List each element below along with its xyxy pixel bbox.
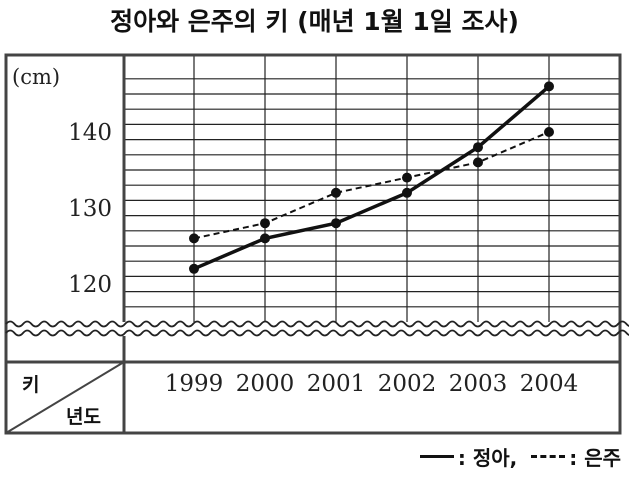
data-point-정아 [260, 233, 270, 244]
data-point-정아 [189, 263, 199, 274]
data-point-은주 [331, 187, 341, 198]
axis-break-wave-bottom [5, 329, 629, 337]
legend-solid-label: : 정아, [457, 446, 518, 470]
grid-lines [124, 55, 620, 328]
legend-dashed-label: : 은주 [569, 446, 621, 470]
header-col-label: 년도 [66, 406, 101, 428]
data-point-정아 [544, 81, 554, 92]
outer-frame [4, 53, 622, 435]
data-point-은주 [544, 127, 554, 137]
data-point-은주 [189, 233, 199, 244]
y-tick-label: 140 [68, 120, 112, 146]
y-tick-label: 120 [68, 272, 112, 298]
chart-title: 정아와 은주의 키 (매년 1월 1일 조사) [110, 7, 519, 36]
data-point-정아 [331, 218, 341, 229]
data-point-정아 [473, 142, 483, 153]
y-tick-labels: 120 130 140 [68, 120, 112, 298]
x-tick-label: 2003 [449, 371, 508, 397]
x-tick-labels: 1999 2000 2001 2002 2003 2004 [165, 371, 579, 397]
axis-break-wave-top [5, 320, 629, 328]
data-point-은주 [402, 172, 412, 183]
x-tick-label: 2000 [236, 371, 295, 397]
chart-frame [4, 53, 629, 435]
header-diagonal [5, 361, 125, 434]
data-point-은주 [260, 218, 270, 229]
legend-solid-line-icon [419, 455, 454, 458]
data-point-정아 [402, 187, 412, 198]
x-tick-label: 2004 [520, 371, 579, 397]
series-lines [189, 81, 554, 274]
x-tick-label: 2002 [378, 371, 437, 397]
x-tick-label: 1999 [165, 371, 224, 397]
x-tick-label: 2001 [307, 371, 366, 397]
series-line-은주 [193, 131, 550, 240]
y-tick-label: 130 [68, 196, 112, 222]
series-line-정아 [193, 85, 551, 271]
y-axis-unit: (cm) [12, 65, 60, 89]
data-point-은주 [473, 157, 483, 168]
legend-dashed-line-icon [531, 455, 566, 458]
header-row-label: 키 [22, 374, 39, 396]
legend: : 정아, : 은주 [419, 442, 621, 471]
